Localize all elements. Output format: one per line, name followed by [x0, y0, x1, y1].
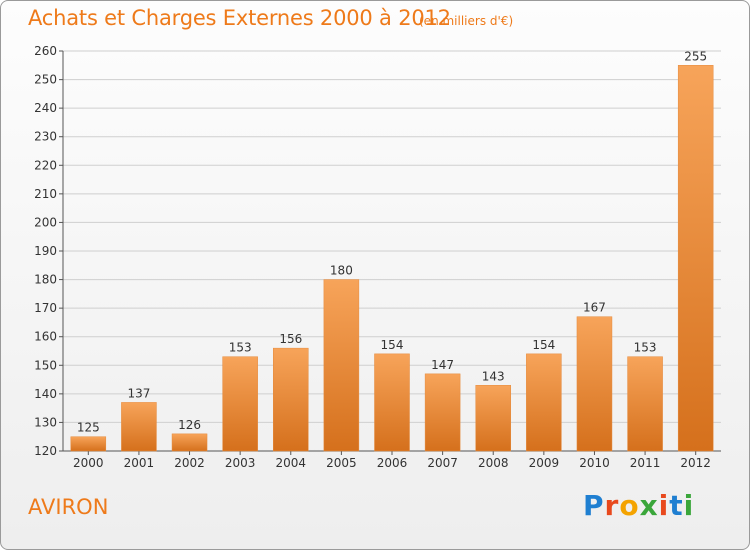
- x-tick-label: 2007: [427, 456, 458, 470]
- logo-letter: P: [583, 489, 605, 522]
- bar: [171, 433, 208, 452]
- bar: [222, 356, 258, 452]
- bar: [677, 65, 714, 452]
- x-tick-label: 2008: [478, 456, 509, 470]
- y-tick-label: 140: [34, 387, 57, 401]
- y-tick-label: 180: [34, 273, 57, 287]
- y-tick-label: 170: [34, 301, 57, 315]
- bar: [121, 402, 157, 452]
- bar: [424, 373, 461, 452]
- logo-letter: r: [604, 489, 620, 522]
- y-tick-label: 250: [34, 73, 57, 87]
- data-label: 255: [684, 49, 707, 63]
- x-tick-label: 2006: [377, 456, 408, 470]
- x-tick-label: 2000: [73, 456, 104, 470]
- x-tick-label: 2012: [680, 456, 711, 470]
- x-tick-label: 2001: [124, 456, 155, 470]
- data-label: 125: [77, 421, 100, 435]
- data-label: 180: [330, 264, 353, 278]
- bar: [323, 279, 360, 452]
- logo-letter: x: [639, 489, 659, 522]
- y-tick-label: 240: [34, 101, 57, 115]
- y-tick-label: 160: [34, 330, 57, 344]
- logo-letter: t: [669, 489, 684, 522]
- proxiti-logo: Proxiti: [583, 489, 694, 522]
- y-tick-label: 150: [34, 358, 57, 372]
- bar: [526, 353, 562, 452]
- logo-letter: i: [683, 489, 695, 522]
- data-label: 154: [381, 338, 404, 352]
- y-tick-label: 120: [34, 444, 57, 458]
- data-label: 167: [583, 301, 606, 315]
- entity-name: AVIRON: [28, 495, 109, 519]
- x-tick-label: 2009: [529, 456, 560, 470]
- data-label: 137: [127, 386, 150, 400]
- y-tick-label: 130: [34, 415, 57, 429]
- bar: [374, 353, 410, 452]
- data-label: 147: [431, 358, 454, 372]
- logo-letter: i: [658, 489, 670, 522]
- x-tick-label: 2010: [579, 456, 610, 470]
- x-tick-label: 2011: [630, 456, 661, 470]
- x-tick-label: 2003: [225, 456, 256, 470]
- y-tick-label: 230: [34, 130, 57, 144]
- logo-letter: o: [619, 489, 640, 522]
- chart-title: Achats et Charges Externes 2000 à 2012: [28, 6, 451, 30]
- y-tick-label: 220: [34, 158, 57, 172]
- data-label: 143: [482, 369, 505, 383]
- chart-subtitle: (en milliers d'€): [419, 14, 514, 28]
- bar: [273, 347, 309, 452]
- bar: [576, 316, 613, 452]
- bar: [627, 356, 663, 452]
- y-tick-label: 260: [34, 44, 57, 58]
- y-tick-label: 200: [34, 215, 57, 229]
- data-label: 126: [178, 418, 201, 432]
- x-tick-label: 2002: [174, 456, 205, 470]
- data-label: 153: [634, 341, 657, 355]
- data-label: 154: [532, 338, 555, 352]
- bar: [475, 385, 511, 452]
- data-label: 153: [229, 341, 252, 355]
- y-tick-label: 190: [34, 244, 57, 258]
- y-tick-label: 210: [34, 187, 57, 201]
- labels: 125 2000 137 2001 126 2002 153 2003 156 2004 180 20…: [73, 49, 711, 470]
- data-label: 156: [279, 332, 302, 346]
- x-tick-label: 2005: [326, 456, 357, 470]
- x-tick-label: 2004: [275, 456, 306, 470]
- bars: [70, 65, 714, 452]
- bar: [70, 436, 107, 452]
